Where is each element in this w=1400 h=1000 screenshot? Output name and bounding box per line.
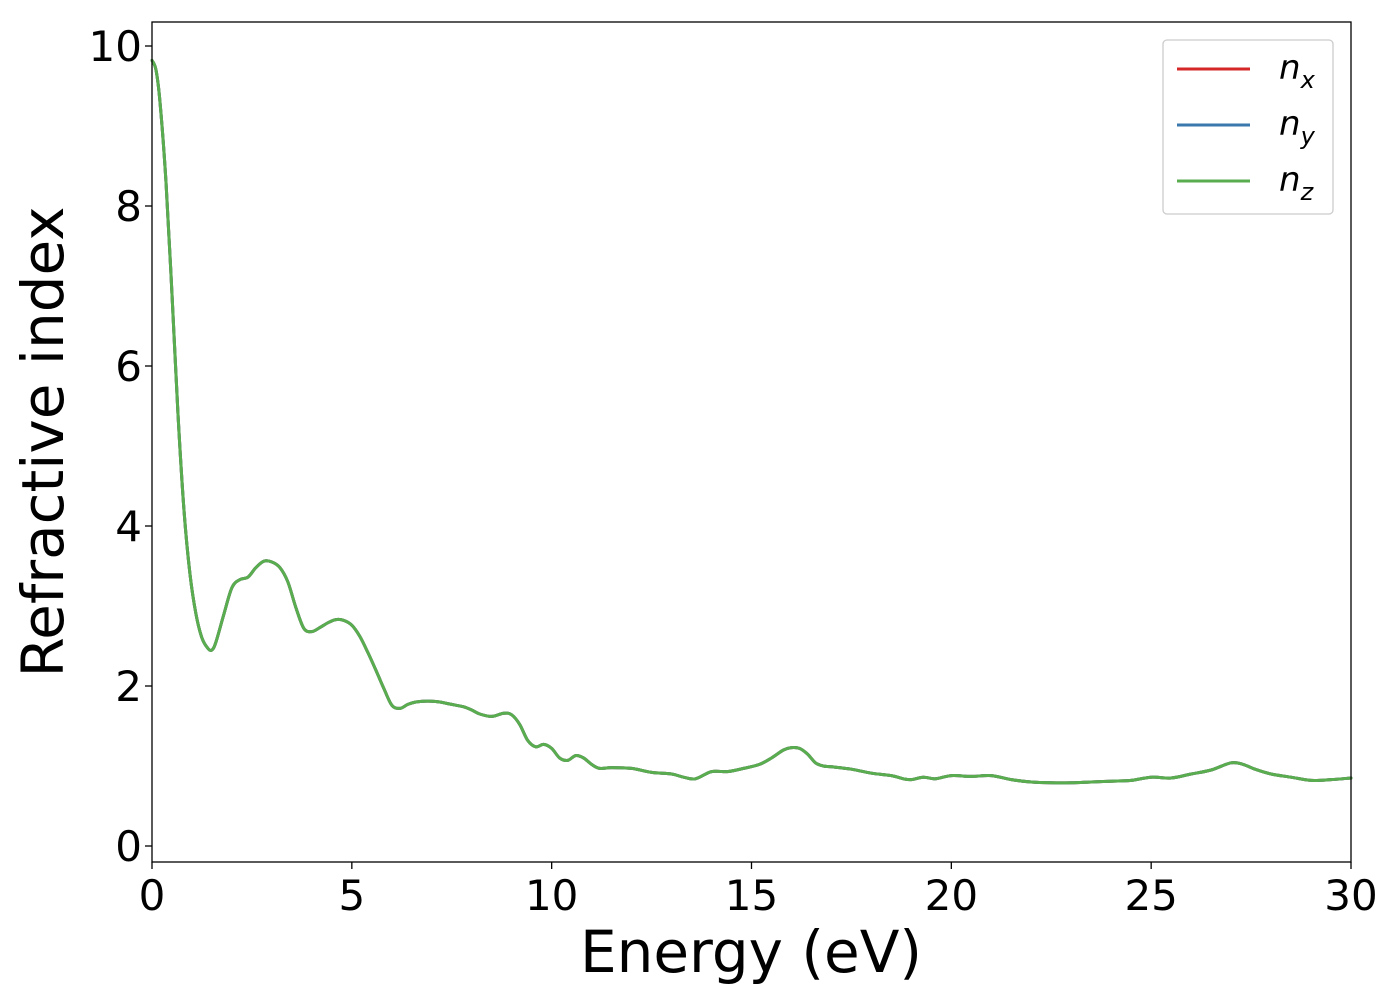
x-tick-label: 10: [525, 871, 578, 920]
y-tick-label: 6: [115, 342, 142, 391]
x-tick-label: 30: [1324, 871, 1377, 920]
legend: nx ny nz: [1162, 39, 1334, 215]
plot-area: [152, 22, 1351, 862]
plot-frame: [151, 21, 1352, 863]
series-line-n-z: [150, 58, 1353, 785]
y-tick-label: 4: [115, 502, 142, 551]
x-tick-label: 20: [925, 871, 978, 920]
legend-label-n-y: ny: [1279, 104, 1316, 150]
y-tick-label: 0: [115, 822, 142, 871]
legend-label-n-x: nx: [1279, 48, 1316, 94]
legend-frame: [1162, 39, 1334, 215]
y-axis-ticks: 0 2 4 6 8 10: [89, 22, 152, 871]
y-axis-title: Refractive index: [9, 206, 77, 677]
x-axis-ticks: 0 5 10 15 20 25 30: [139, 862, 1378, 920]
x-tick-label: 25: [1124, 871, 1177, 920]
y-tick-label: 10: [89, 22, 142, 71]
y-tick-label: 8: [115, 182, 142, 231]
y-tick-label: 2: [115, 662, 142, 711]
x-tick-label: 15: [725, 871, 778, 920]
series-lines: [150, 58, 1353, 785]
x-tick-label: 0: [139, 871, 166, 920]
legend-label-n-z: nz: [1279, 160, 1315, 206]
x-axis-title: Energy (eV): [580, 918, 922, 986]
x-tick-label: 5: [338, 871, 365, 920]
